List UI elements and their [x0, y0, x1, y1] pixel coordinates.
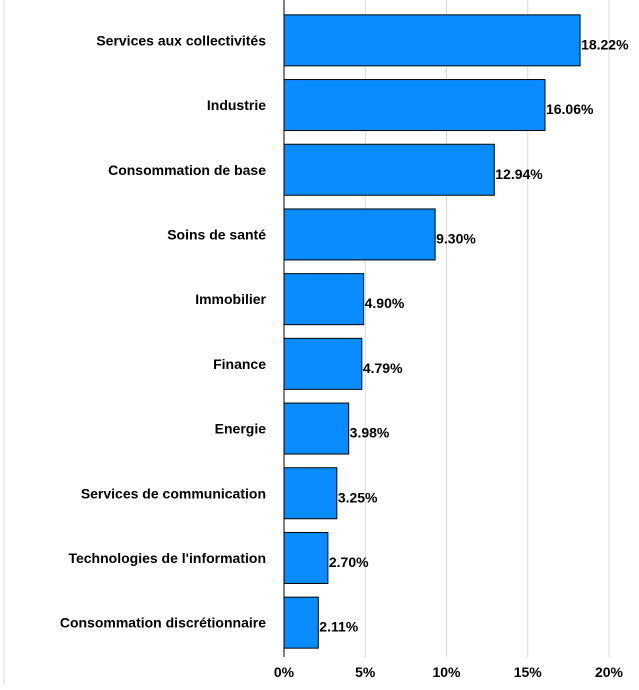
bar-3: [283, 208, 436, 261]
bar-7: [283, 467, 338, 520]
bar-5: [283, 337, 363, 390]
bar-9: [283, 596, 319, 649]
category-label-3: Soins de santé: [167, 226, 266, 242]
bar-1: [283, 79, 546, 132]
x-tick-label-0: 0%: [274, 664, 295, 680]
bar-8: [283, 531, 329, 584]
category-label-7: Services de communication: [81, 485, 266, 501]
bar-2: [283, 143, 495, 196]
category-label-9: Consommation discrétionnaire: [60, 615, 266, 631]
value-label-5: 4.79%: [363, 360, 403, 376]
category-label-2: Consommation de base: [108, 162, 266, 178]
x-tick-label-3: 15%: [514, 664, 543, 680]
value-label-6: 3.98%: [350, 425, 390, 441]
category-label-8: Technologies de l'information: [68, 550, 266, 566]
category-labels: Services aux collectivités Industrie Conso…: [60, 32, 267, 630]
bar-4: [283, 273, 365, 326]
category-label-5: Finance: [213, 356, 266, 372]
x-tick-labels: 0% 5% 10% 15% 20%: [274, 664, 624, 680]
value-label-9: 2.11%: [319, 619, 358, 635]
value-label-0: 18.22%: [581, 36, 629, 52]
value-label-7: 3.25%: [338, 489, 378, 505]
value-label-3: 9.30%: [436, 230, 476, 246]
value-labels: 18.22% 16.06% 12.94% 9.30% 4.90% 4.79% 3…: [319, 36, 629, 634]
value-label-1: 16.06%: [546, 101, 594, 117]
value-label-2: 12.94%: [495, 166, 543, 182]
value-label-8: 2.70%: [329, 554, 369, 570]
bar-0: [283, 14, 581, 67]
x-tick-label-2: 10%: [432, 664, 461, 680]
category-label-0: Services aux collectivités: [96, 32, 266, 48]
category-label-1: Industrie: [207, 97, 266, 113]
x-tick-label-1: 5%: [355, 664, 376, 680]
bar-6: [283, 402, 350, 455]
value-label-4: 4.90%: [365, 295, 405, 311]
x-tick-label-4: 20%: [595, 664, 624, 680]
category-label-6: Energie: [215, 421, 267, 437]
category-label-4: Immobilier: [195, 291, 266, 307]
